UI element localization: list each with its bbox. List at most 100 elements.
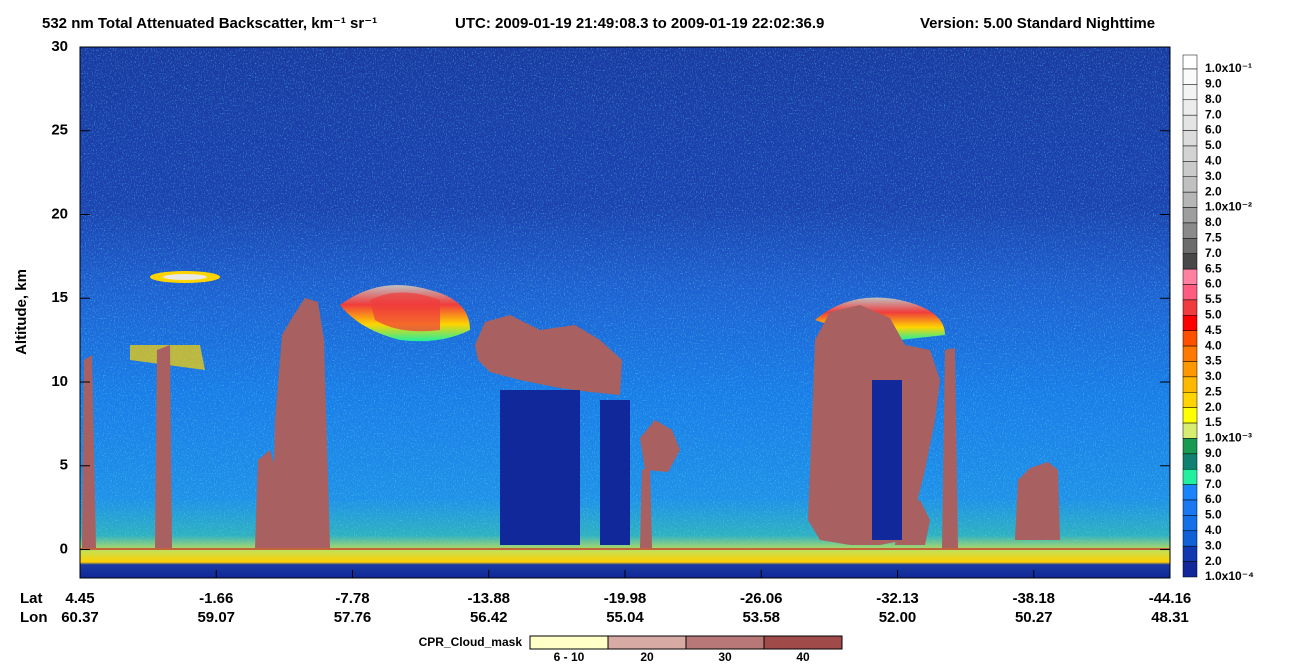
colorbar-bin bbox=[1182, 453, 1198, 470]
legend-swatch bbox=[607, 635, 687, 650]
colorbar-label: 3.0 bbox=[1205, 169, 1222, 183]
colorbar-label: 3.0 bbox=[1205, 538, 1222, 552]
y-tick-label: 0 bbox=[60, 540, 68, 557]
lat-label: -32.13 bbox=[876, 590, 919, 607]
colorbar-label: 8.0 bbox=[1205, 215, 1222, 229]
colorbar-label: 9.0 bbox=[1205, 446, 1222, 460]
colorbar-bin bbox=[1182, 238, 1198, 254]
colorbar-bin bbox=[1182, 330, 1198, 347]
y-tick-label: 10 bbox=[51, 373, 68, 390]
colorbar-bin bbox=[1182, 54, 1198, 70]
colorbar-bin bbox=[1182, 114, 1198, 131]
colorbar-label: 5.0 bbox=[1205, 508, 1222, 522]
colorbar-label: 3.0 bbox=[1205, 369, 1222, 383]
colorbar-label: 6.5 bbox=[1205, 261, 1222, 275]
colorbar-bin bbox=[1182, 268, 1198, 285]
legend-swatch bbox=[529, 635, 609, 650]
colorbar-bin bbox=[1182, 407, 1198, 424]
colorbar-label: 4.0 bbox=[1205, 523, 1222, 537]
x-row-label: Lat bbox=[20, 590, 43, 607]
lat-label: -44.16 bbox=[1149, 590, 1192, 607]
colorbar-label: 4.0 bbox=[1205, 338, 1222, 352]
colorbar-label: 8.0 bbox=[1205, 461, 1222, 475]
y-axis-label: Altitude, km bbox=[13, 269, 30, 355]
legend-swatch bbox=[763, 635, 843, 650]
legend-title: CPR_Cloud_mask bbox=[419, 635, 523, 649]
y-tick-label: 25 bbox=[51, 122, 68, 139]
colorbar-label: 1.0x10⁻¹ bbox=[1205, 61, 1252, 75]
lon-label: 59.07 bbox=[197, 609, 235, 626]
title-block: 532 nm Total Attenuated Backscatter, km⁻… bbox=[42, 15, 1155, 32]
lat-label: -38.18 bbox=[1012, 590, 1055, 607]
colorbar-label: 1.5 bbox=[1205, 415, 1222, 429]
colorbar-label: 6.0 bbox=[1205, 277, 1222, 291]
colorbar-bin bbox=[1182, 222, 1198, 239]
colorbar-bin bbox=[1182, 515, 1198, 532]
legend-label: 6 - 10 bbox=[554, 650, 585, 664]
colorbar-label: 2.0 bbox=[1205, 184, 1222, 198]
colorbar-bin bbox=[1182, 484, 1198, 501]
colorbar-bin bbox=[1182, 530, 1198, 547]
colorbar-label: 7.0 bbox=[1205, 107, 1222, 121]
time-range: UTC: 2009-01-19 21:49:08.3 to 2009-01-19… bbox=[455, 15, 824, 32]
colorbar-label: 4.5 bbox=[1205, 323, 1222, 337]
colorbar-label: 7.5 bbox=[1205, 231, 1222, 245]
legend-label: 20 bbox=[640, 650, 654, 664]
y-tick-label: 30 bbox=[51, 38, 68, 55]
lat-label: -7.78 bbox=[335, 590, 369, 607]
colorbar-bin bbox=[1182, 253, 1198, 270]
colorbar-bin bbox=[1182, 299, 1198, 316]
colorbar-bin bbox=[1182, 376, 1198, 393]
legend-label: 30 bbox=[718, 650, 732, 664]
colorbar-bin bbox=[1182, 207, 1198, 224]
lon-label: 60.37 bbox=[61, 609, 99, 626]
colorbar-bin bbox=[1182, 176, 1198, 193]
colorbar-bin bbox=[1182, 145, 1198, 162]
lon-label: 52.00 bbox=[879, 609, 917, 626]
lon-label: 50.27 bbox=[1015, 609, 1053, 626]
lon-label: 53.58 bbox=[742, 609, 780, 626]
colorbar-label: 1.0x10⁻³ bbox=[1205, 431, 1252, 445]
colorbar-bin bbox=[1182, 284, 1198, 301]
cirrus-layer bbox=[163, 274, 207, 280]
colorbar-bin bbox=[1182, 422, 1198, 439]
colorbar-label: 7.0 bbox=[1205, 477, 1222, 491]
chart-title: 532 nm Total Attenuated Backscatter, km⁻… bbox=[42, 15, 377, 32]
colorbar-bin bbox=[1182, 84, 1198, 101]
colorbar-bin bbox=[1182, 468, 1198, 485]
colorbar-label: 5.0 bbox=[1205, 307, 1222, 321]
colorbar-label: 6.0 bbox=[1205, 492, 1222, 506]
colorbar-label: 5.0 bbox=[1205, 138, 1222, 152]
colorbar-label: 2.5 bbox=[1205, 384, 1222, 398]
lat-label: -26.06 bbox=[740, 590, 783, 607]
colorbar-bin bbox=[1182, 191, 1198, 208]
cloud-mask bbox=[82, 298, 1060, 548]
colorbar-label: 2.0 bbox=[1205, 400, 1222, 414]
colorbar-label: 8.0 bbox=[1205, 92, 1222, 106]
colorbar-label: 6.0 bbox=[1205, 123, 1222, 137]
colorbar-bin bbox=[1182, 438, 1198, 455]
lon-label: 57.76 bbox=[334, 609, 372, 626]
lon-label: 55.04 bbox=[606, 609, 644, 626]
lat-label: -1.66 bbox=[199, 590, 233, 607]
colorbar-bin bbox=[1182, 130, 1198, 147]
colorbar-bin bbox=[1182, 545, 1198, 562]
lat-label: -13.88 bbox=[467, 590, 510, 607]
legend-swatch bbox=[685, 635, 765, 650]
colorbar-bin bbox=[1182, 561, 1198, 578]
y-tick-label: 15 bbox=[51, 289, 68, 306]
colorbar-bin bbox=[1182, 315, 1198, 331]
curtain bbox=[79, 46, 1171, 579]
y-tick-label: 5 bbox=[60, 457, 68, 474]
version: Version: 5.00 Standard Nighttime bbox=[920, 15, 1155, 32]
colorbar-label: 1.0x10⁻⁴ bbox=[1205, 569, 1254, 583]
colorbar-label: 9.0 bbox=[1205, 77, 1222, 91]
lat-label: -19.98 bbox=[604, 590, 647, 607]
lon-label: 48.31 bbox=[1151, 609, 1189, 626]
attenuated-column bbox=[500, 380, 902, 545]
colorbar-label: 2.0 bbox=[1205, 554, 1222, 568]
cloud-mask-legend: CPR_Cloud_mask 6 - 10 20 30 40 bbox=[419, 635, 843, 664]
